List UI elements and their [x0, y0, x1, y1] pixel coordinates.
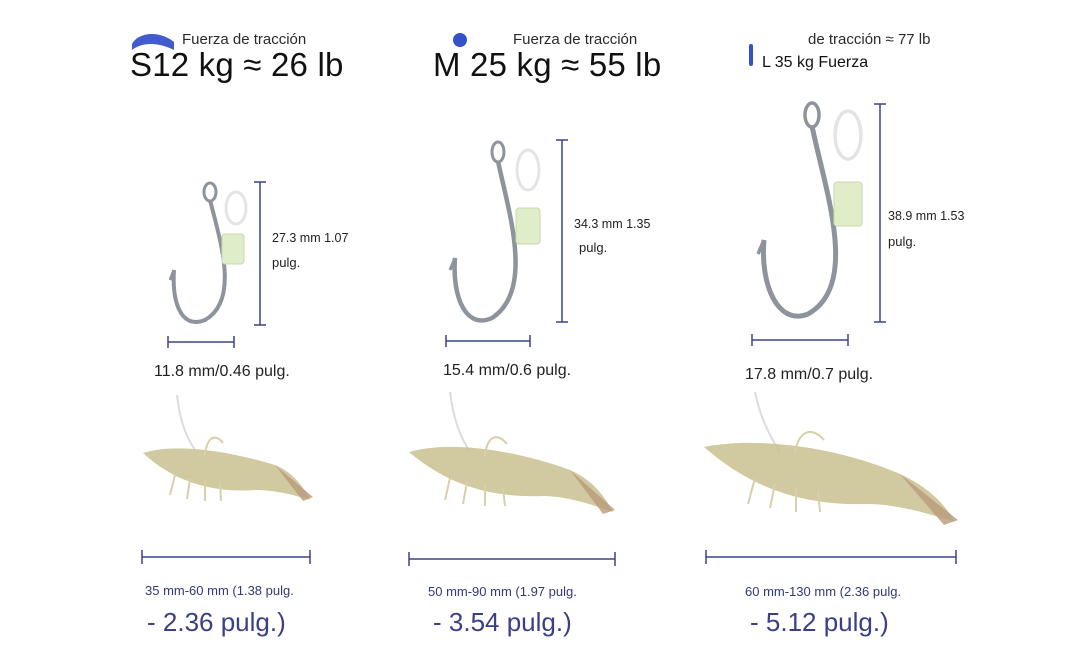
pull-strength-label: Fuerza de tracción — [513, 31, 638, 48]
size-title: L 35 kg Fuerza — [762, 54, 869, 71]
shrimp-bait-medium-image — [409, 391, 615, 514]
width-dimension-line — [445, 335, 531, 347]
shrimp-bait-small-image — [143, 394, 313, 502]
bait-length-dimension-line — [141, 550, 311, 564]
hook-height-line1: 27.3 mm 1.07 — [272, 231, 349, 245]
shrimp-bait-large-image — [704, 391, 958, 525]
bait-range-label-cont: - 3.54 pulg.) — [433, 607, 572, 637]
brand-blob-icon — [132, 33, 174, 50]
hook-height-line2: pulg. — [272, 255, 301, 270]
brand-blob-icon — [749, 44, 753, 66]
hook-height-line2: pulg. — [579, 240, 608, 255]
hook-width-label: 17.8 mm/0.7 pulg. — [745, 366, 874, 383]
width-dimension-line — [167, 336, 235, 348]
hook-height-line2: pulg. — [888, 234, 917, 249]
bait-range-label: 50 mm-90 mm (1.97 pulg. — [428, 584, 577, 599]
bait-range-label-cont: - 2.36 pulg.) — [147, 607, 286, 637]
fishing-hook-small-image — [168, 181, 248, 324]
pull-strength-label: de tracción ≈ 77 lb — [808, 31, 931, 48]
height-dimension-line — [254, 181, 266, 326]
hook-height-line1: 38.9 mm 1.53 — [888, 209, 965, 223]
bait-range-label: 60 mm-130 mm (2.36 pulg. — [745, 584, 902, 599]
hook-width-label: 15.4 mm/0.6 pulg. — [443, 362, 572, 379]
bait-length-dimension-line — [705, 550, 957, 564]
pull-strength-label: Fuerza de tracción — [182, 31, 307, 48]
width-dimension-line — [751, 334, 849, 346]
size-title: S12 kg ≈ 26 lb — [130, 46, 344, 83]
bait-range-label: 35 mm-60 mm (1.38 pulg. — [145, 583, 294, 598]
brand-blob-icon — [453, 33, 467, 47]
height-dimension-line — [556, 139, 568, 323]
hook-height-line1: 34.3 mm 1.35 — [574, 217, 651, 231]
hook-width-label: 11.8 mm/0.46 pulg. — [154, 363, 290, 380]
bait-range-label-cont: - 5.12 pulg.) — [750, 607, 889, 637]
fishing-hook-large-image — [756, 101, 863, 319]
height-dimension-line — [874, 103, 886, 323]
bait-length-dimension-line — [408, 552, 616, 566]
fishing-hook-medium-image — [448, 140, 541, 323]
size-title: M 25 kg ≈ 55 lb — [433, 46, 662, 83]
